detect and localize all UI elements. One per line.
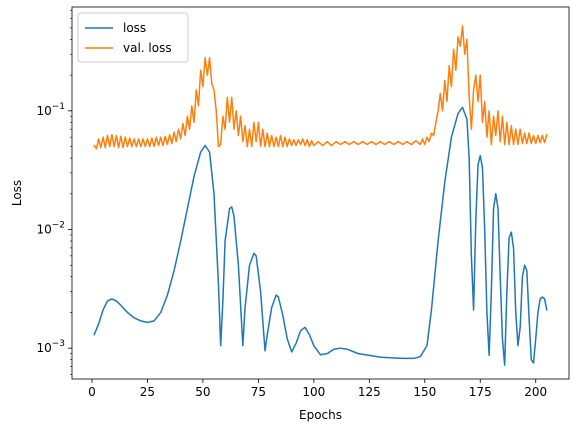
series-line-val-loss — [93, 25, 548, 150]
x-tick-label: 150 — [413, 385, 436, 399]
x-tick-label: 175 — [469, 385, 492, 399]
x-tick-label: 50 — [195, 385, 210, 399]
legend-label-val-loss: val. loss — [123, 41, 172, 55]
x-axis: 0 25 50 75 100 125 150 175 200 — [88, 379, 547, 399]
x-tick-label: 100 — [302, 385, 325, 399]
plot-frame — [71, 6, 570, 380]
x-tick-label: 75 — [251, 385, 266, 399]
y-tick-label: 10−3 — [36, 339, 65, 355]
y-tick-label: 10−1 — [36, 102, 65, 118]
legend: loss val. loss — [77, 12, 189, 63]
x-axis-title: Epochs — [299, 408, 342, 422]
y-axis-title: Loss — [10, 180, 24, 206]
y-axis: 10−3 10−2 10−1 — [36, 10, 72, 375]
legend-box — [77, 12, 189, 63]
legend-label-loss: loss — [123, 21, 146, 35]
x-tick-label: 25 — [140, 385, 155, 399]
x-tick-label: 0 — [88, 385, 96, 399]
series-line-loss — [93, 106, 548, 366]
x-tick-label: 200 — [524, 385, 547, 399]
series-layer — [93, 25, 548, 366]
y-tick-label: 10−2 — [36, 221, 65, 237]
x-tick-label: 125 — [358, 385, 381, 399]
